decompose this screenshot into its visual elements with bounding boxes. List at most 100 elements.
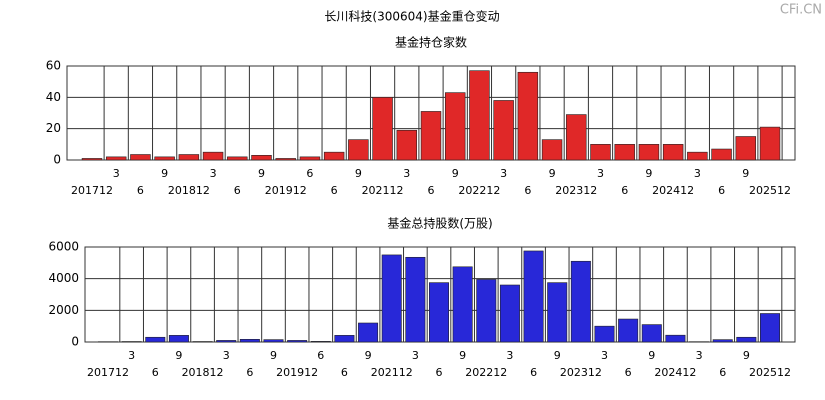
x-tick-label: 9 — [175, 349, 182, 362]
bar — [665, 334, 686, 343]
x-tick-label: 202212 — [458, 184, 500, 197]
bar — [493, 100, 514, 161]
x-tick-label: 3 — [412, 349, 419, 362]
x-tick-label: 6 — [436, 366, 443, 379]
y-tick-label: 0 — [71, 335, 79, 349]
bar — [444, 92, 466, 161]
bar — [760, 313, 780, 343]
bar — [396, 129, 418, 161]
x-tick-label: 3 — [210, 167, 217, 180]
bar — [145, 336, 166, 343]
x-tick-label: 201812 — [168, 184, 210, 197]
x-tick-label: 202512 — [749, 184, 791, 197]
x-tick-label: 201912 — [265, 184, 307, 197]
bar — [547, 282, 568, 343]
y-tick-label: 6000 — [48, 240, 79, 254]
x-tick-label: 202512 — [749, 366, 791, 379]
bar — [712, 339, 733, 343]
x-tick-label: 3 — [597, 167, 604, 180]
x-tick-label: 6 — [317, 349, 324, 362]
x-tick-label: 9 — [161, 167, 168, 180]
bar — [154, 156, 175, 161]
x-tick-label: 202112 — [371, 366, 413, 379]
x-tick-label: 3 — [223, 349, 230, 362]
watermark: CFi.CN — [780, 3, 822, 18]
bar — [469, 70, 490, 161]
bar — [523, 250, 544, 343]
bar — [372, 97, 393, 161]
x-tick-label: 3 — [601, 349, 608, 362]
bar — [614, 144, 635, 161]
x-tick-label: 6 — [234, 184, 241, 197]
x-tick-label: 201712 — [71, 184, 113, 197]
x-tick-label: 6 — [341, 366, 348, 379]
bar — [275, 158, 296, 161]
bar — [216, 340, 237, 343]
bar — [105, 156, 127, 161]
x-tick-label: 3 — [128, 349, 135, 362]
x-tick-label: 6 — [331, 184, 338, 197]
x-tick-label: 6 — [137, 184, 144, 197]
y-tick-label: 0 — [53, 153, 61, 167]
bar — [541, 139, 563, 161]
bar — [420, 111, 442, 161]
y-tick-label: 4000 — [48, 271, 79, 285]
x-tick-label: 201712 — [87, 366, 129, 379]
bar — [405, 256, 426, 343]
bar — [334, 335, 355, 343]
chart-title: 基金总持股数(万股) — [387, 216, 492, 231]
x-tick-label: 6 — [152, 366, 159, 379]
bar — [566, 114, 587, 161]
bar — [618, 318, 639, 343]
bar — [130, 154, 151, 161]
x-tick-label: 9 — [355, 167, 362, 180]
bar — [178, 154, 200, 161]
x-tick-label: 202312 — [555, 184, 597, 197]
bar — [381, 254, 402, 343]
x-tick-label: 6 — [428, 184, 435, 197]
x-tick-label: 201812 — [182, 366, 224, 379]
x-tick-label: 9 — [648, 349, 655, 362]
bar — [736, 336, 757, 343]
x-tick-label: 6 — [719, 366, 726, 379]
y-tick-label: 40 — [46, 90, 61, 104]
x-tick-label: 6 — [306, 167, 313, 180]
bar — [711, 148, 732, 161]
bar — [476, 279, 497, 343]
x-tick-label: 9 — [365, 349, 372, 362]
bar — [687, 151, 708, 161]
x-tick-label: 6 — [621, 184, 628, 197]
x-tick-label: 9 — [459, 349, 466, 362]
bar — [662, 144, 684, 161]
chart-title: 基金持仓家数 — [395, 35, 467, 50]
x-tick-label: 3 — [403, 167, 410, 180]
bar — [429, 282, 449, 343]
x-tick-label: 202412 — [652, 184, 694, 197]
bar — [299, 156, 321, 161]
x-tick-label: 9 — [743, 349, 750, 362]
x-tick-label: 9 — [270, 349, 277, 362]
bar — [641, 324, 662, 343]
x-tick-label: 6 — [524, 184, 531, 197]
bar — [358, 322, 379, 343]
bar — [168, 335, 189, 343]
x-tick-label: 202212 — [465, 366, 507, 379]
page-title: 长川科技(300604)基金重仓变动 — [324, 9, 499, 24]
bar — [759, 126, 781, 161]
bar — [323, 151, 345, 161]
bar — [287, 340, 308, 343]
bar — [735, 136, 757, 161]
x-tick-label: 9 — [452, 167, 459, 180]
x-tick-label: 201912 — [276, 366, 318, 379]
x-tick-label: 3 — [506, 349, 513, 362]
bar — [590, 144, 611, 161]
bar — [594, 325, 615, 343]
bar — [81, 158, 103, 161]
bar — [517, 71, 539, 161]
bar — [263, 339, 284, 343]
bar — [239, 339, 260, 343]
bar — [638, 144, 660, 161]
bar — [570, 260, 591, 343]
x-tick-label: 6 — [530, 366, 537, 379]
